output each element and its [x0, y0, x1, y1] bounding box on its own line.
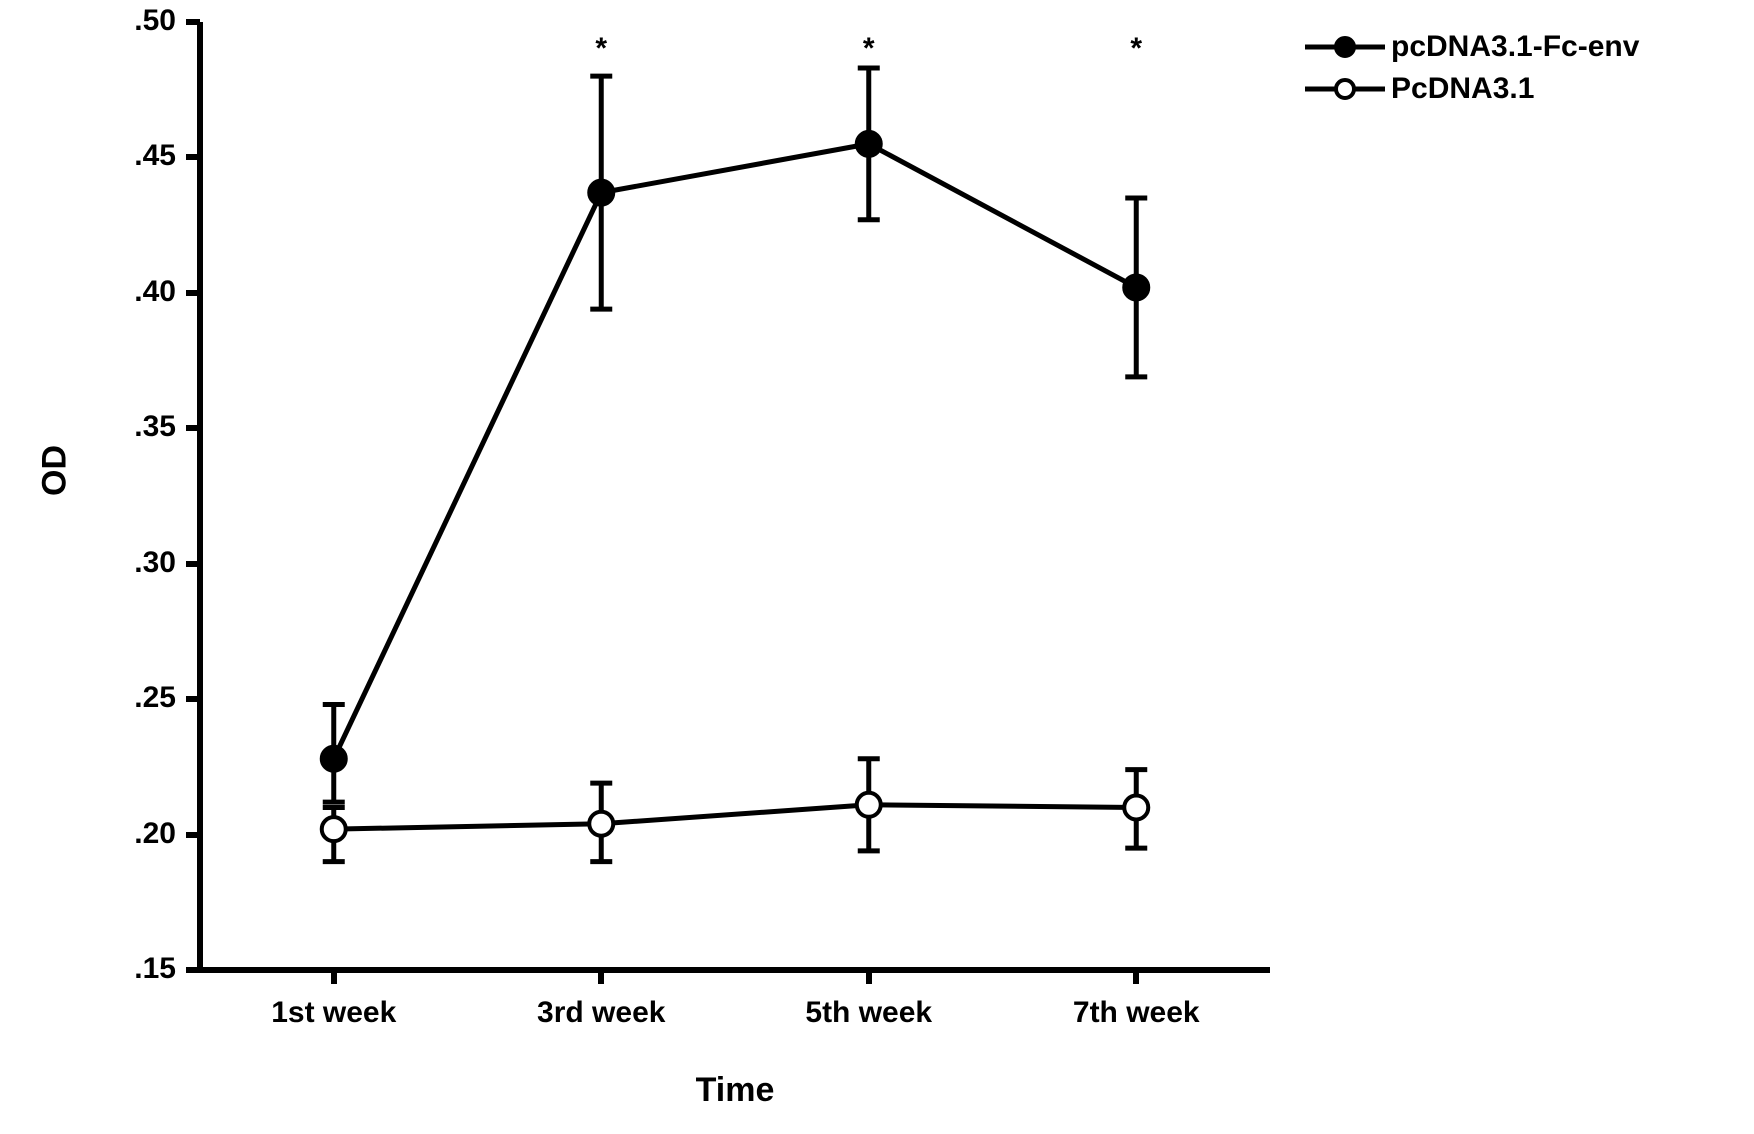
y-tick — [186, 154, 200, 160]
y-tick-label: .45 — [134, 139, 176, 173]
legend-item: pcDNA3.1-Fc-env — [1305, 30, 1639, 64]
x-tick-label: 3rd week — [537, 996, 665, 1030]
y-axis-line — [197, 22, 203, 973]
y-tick — [186, 561, 200, 567]
series-line — [601, 144, 869, 193]
x-tick-label: 7th week — [1073, 996, 1200, 1030]
data-marker — [857, 793, 881, 817]
y-tick-label: .30 — [134, 546, 176, 580]
series-line — [869, 805, 1137, 808]
legend-marker — [1305, 35, 1385, 59]
y-tick — [186, 696, 200, 702]
legend-item: PcDNA3.1 — [1305, 72, 1534, 106]
y-tick — [186, 19, 200, 25]
x-tick-label: 1st week — [271, 996, 396, 1030]
significance-marker: * — [863, 32, 875, 66]
x-tick — [866, 970, 872, 984]
y-tick-label: .20 — [134, 817, 176, 851]
significance-marker: * — [1130, 32, 1142, 66]
y-tick — [186, 832, 200, 838]
od-time-line-chart: OD Time .15.20.25.30.35.40.45.501st week… — [0, 0, 1754, 1134]
x-axis-line — [197, 967, 1270, 973]
y-tick-label: .25 — [134, 681, 176, 715]
y-tick — [186, 967, 200, 973]
legend-label: pcDNA3.1-Fc-env — [1391, 30, 1639, 64]
series-line — [334, 824, 602, 829]
x-tick-label: 5th week — [805, 996, 932, 1030]
x-tick — [598, 970, 604, 984]
y-tick-label: .15 — [134, 952, 176, 986]
series-line — [601, 805, 869, 824]
data-marker — [1124, 795, 1148, 819]
data-marker — [322, 747, 346, 771]
data-marker — [1124, 275, 1148, 299]
data-marker — [857, 132, 881, 156]
legend-label: PcDNA3.1 — [1391, 72, 1534, 106]
x-tick — [1133, 970, 1139, 984]
y-tick — [186, 290, 200, 296]
y-tick — [186, 425, 200, 431]
data-marker — [322, 817, 346, 841]
plot-svg — [0, 0, 1754, 1134]
y-tick-label: .50 — [134, 4, 176, 38]
series-line — [869, 144, 1137, 288]
y-tick-label: .40 — [134, 275, 176, 309]
data-marker — [589, 181, 613, 205]
y-tick-label: .35 — [134, 410, 176, 444]
legend-marker — [1305, 77, 1385, 101]
series-line — [334, 193, 602, 759]
data-marker — [589, 812, 613, 836]
significance-marker: * — [595, 32, 607, 66]
x-tick — [331, 970, 337, 984]
